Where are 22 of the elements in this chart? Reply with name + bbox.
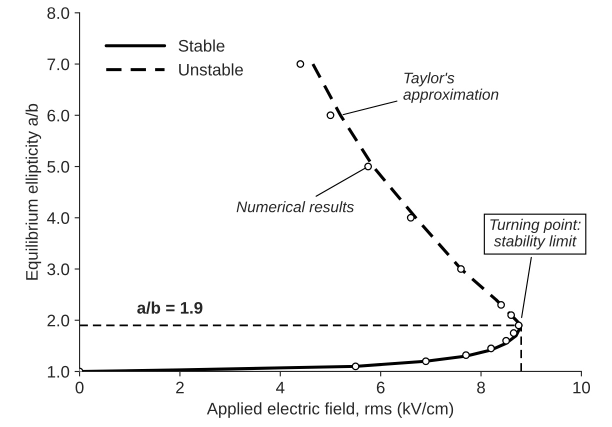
legend-label: Unstable bbox=[179, 63, 243, 76]
y-tick-label: 5.0 bbox=[47, 160, 70, 173]
y-axis-title: Equilibrium ellipticity a/b bbox=[26, 104, 42, 280]
y-tick-label: 2.0 bbox=[48, 314, 70, 326]
annotation: Turning point: stability limit bbox=[490, 218, 581, 250]
annotation: a/b = 1.9 bbox=[137, 302, 202, 314]
y-tick-label: 8.0 bbox=[47, 7, 70, 20]
y-tick-label: 3.0 bbox=[47, 263, 70, 276]
legend-label: Stable bbox=[178, 39, 224, 52]
annotation: Taylor's approximation bbox=[403, 72, 498, 103]
y-tick-label: 6.0 bbox=[48, 110, 70, 122]
x-tick-label: 4 bbox=[276, 382, 284, 394]
x-tick-label: 2 bbox=[176, 382, 184, 394]
x-tick-label: 10 bbox=[573, 382, 590, 394]
x-axis-title: Applied electric field, rms (kV/cm) bbox=[206, 402, 454, 418]
y-tick-label: 7.0 bbox=[48, 58, 70, 70]
annotation: Numerical results bbox=[236, 201, 354, 212]
x-tick-label: 6 bbox=[376, 382, 385, 394]
y-tick-label: 4.0 bbox=[47, 212, 70, 224]
x-tick-label: 8 bbox=[477, 382, 485, 394]
y-tick-label: 1.0 bbox=[48, 366, 70, 378]
x-tick-label: 0 bbox=[76, 382, 84, 394]
